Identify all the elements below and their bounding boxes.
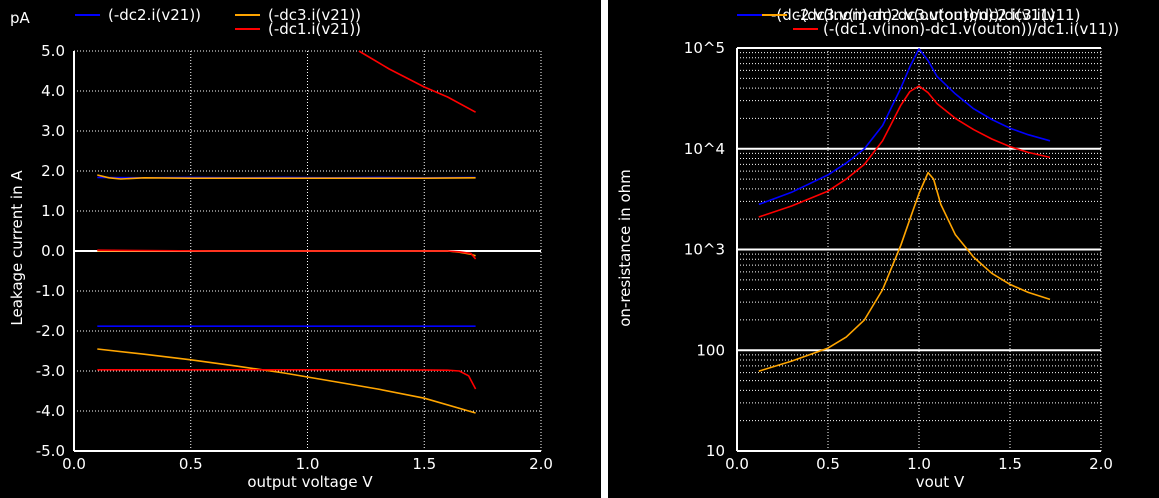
right-y-tick-label: 10^3 — [684, 241, 725, 259]
left-y-tick-label: 4.0 — [41, 82, 65, 100]
left-series-line — [97, 174, 476, 180]
left-y-tick-label: 5.0 — [41, 42, 65, 60]
left-y-tick-label: -3.0 — [36, 362, 65, 380]
left-x-tick-label: 0.5 — [179, 455, 203, 473]
right-x-tick-label: 2.0 — [1089, 455, 1113, 473]
left-x-axis-label: output voltage V — [247, 473, 373, 491]
right-grid — [737, 47, 1102, 451]
left-y-tick-label: 3.0 — [41, 122, 65, 140]
left-y-tick-label: 0.0 — [41, 242, 65, 260]
right-x-tick-label: 1.5 — [998, 455, 1022, 473]
right-y-tick-label: 10 — [706, 442, 725, 460]
left-grid — [74, 50, 542, 451]
right-y-axis-label: on-resistance in ohm — [616, 169, 634, 327]
left-y-tick-labels: 5.0 4.0 3.0 2.0 1.0 0.0 -1.0 -2.0 -3.0 -4.0 -5.0 — [36, 42, 65, 460]
right-legend-label: -(dc3.v(inon)-dc3.v(outon))/dc3.i(v11) — [796, 6, 1080, 24]
right-y-tick-label: 10^5 — [684, 39, 725, 57]
left-y-tick-label: -2.0 — [36, 322, 65, 340]
right-x-tick-label: 0.0 — [725, 455, 749, 473]
left-series — [97, 50, 477, 414]
left-series-line — [97, 348, 476, 414]
right-series-line — [758, 85, 1051, 218]
left-unit-label: pA — [10, 9, 31, 27]
left-x-tick-labels: 0.0 0.5 1.0 1.5 2.0 — [62, 455, 553, 473]
right-legend-label: (-(dc1.v(inon)-dc1.v(outon))/dc1.i(v11)) — [823, 20, 1119, 38]
right-x-axis-label: vout V — [916, 473, 965, 491]
right-x-tick-labels: 0.0 0.5 1.0 1.5 2.0 — [725, 455, 1113, 473]
left-y-tick-label: -5.0 — [36, 442, 65, 460]
right-series — [758, 48, 1051, 372]
left-legend: (-dc2.i(v21)) (-dc3.i(v21))(-dc1.i(v21)) — [75, 6, 361, 38]
left-y-tick-label: 1.0 — [41, 202, 65, 220]
left-series-line — [97, 369, 477, 390]
right-x-tick-label: 0.5 — [816, 455, 840, 473]
left-y-tick-label: 2.0 — [41, 162, 65, 180]
panel-divider — [601, 0, 608, 498]
left-x-tick-label: 1.5 — [412, 455, 436, 473]
left-x-tick-label: 1.0 — [296, 455, 320, 473]
right-axes — [736, 48, 1101, 452]
right-series-line — [758, 48, 1051, 206]
right-series-line — [758, 171, 1051, 372]
left-series-line — [97, 249, 477, 260]
right-y-tick-label: 10^4 — [684, 140, 725, 158]
right-y-tick-labels: 10^5 10^4 10^3 100 10 — [684, 39, 725, 460]
right-y-tick-label: 100 — [696, 341, 725, 359]
right-legend-label: -(dc2.v(inon)-dc2.v(outon))/dc2.i(v11) — [771, 6, 1055, 24]
left-y-tick-label: -1.0 — [36, 282, 65, 300]
left-legend-label: (-dc2.i(v21)) — [108, 6, 201, 24]
left-x-tick-label: 2.0 — [529, 455, 553, 473]
left-x-tick-label: 0.0 — [62, 455, 86, 473]
left-series-line — [358, 50, 476, 113]
right-x-tick-label: 1.0 — [907, 455, 931, 473]
left-legend-label: (-dc1.i(v21)) — [268, 20, 361, 38]
left-y-tick-label: -4.0 — [36, 402, 65, 420]
leakage-current-chart: pA (-dc2.i(v21)) (-dc3.i(v21))(-dc1.i(v21… — [8, 6, 553, 491]
left-legend-label: (-dc3.i(v21)) — [268, 6, 361, 24]
left-y-axis-label: Leakage current in A — [8, 170, 26, 326]
left-axes — [73, 51, 541, 452]
on-resistance-chart: -(dc2.v(inon)-dc2.v(outon))/dc2.i(v11)-(… — [616, 6, 1119, 491]
right-legend: -(dc2.v(inon)-dc2.v(outon))/dc2.i(v11)-(… — [737, 6, 1119, 38]
